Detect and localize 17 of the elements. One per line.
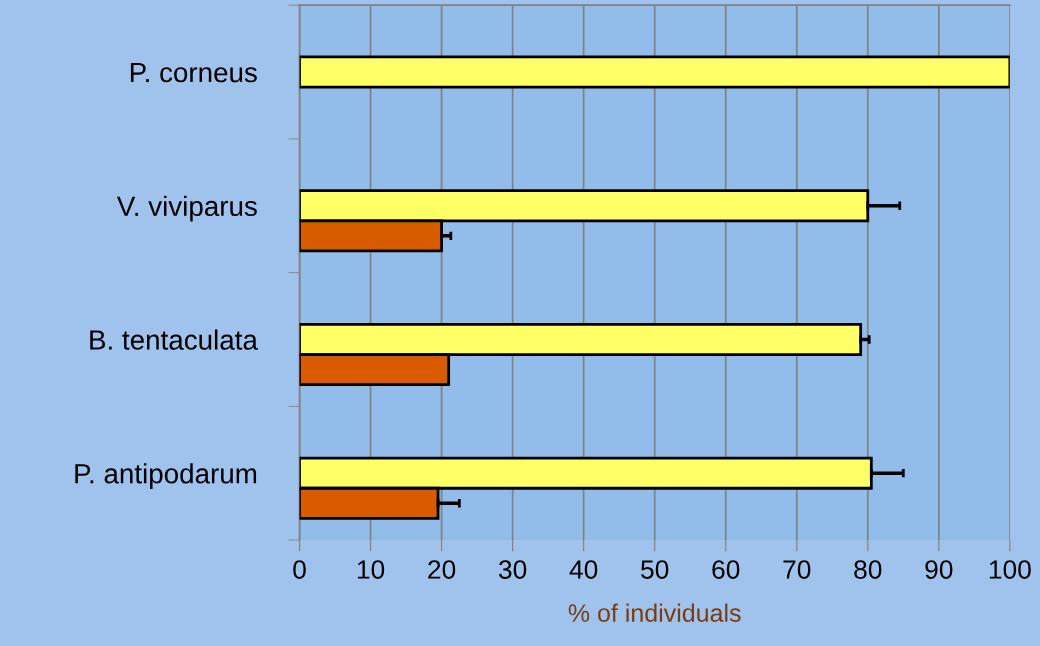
x-tick-label: 20: [428, 560, 456, 579]
x-axis-title: % of individuals: [568, 603, 741, 622]
x-tick-label: 40: [569, 560, 598, 579]
x-tick-label: 60: [712, 560, 740, 579]
y-tick-label: P. corneus: [130, 62, 257, 83]
bar: [299, 55, 1010, 89]
x-tick-label: 50: [641, 560, 669, 579]
y-tick-label: B. tentaculata: [90, 329, 258, 350]
x-tick-label: 90: [925, 560, 953, 579]
x-tick-label: 100: [989, 560, 1031, 579]
y-tick-label: V. viviparus: [116, 195, 257, 222]
x-tick-label: 70: [783, 560, 811, 579]
x-tick-label: 0: [293, 560, 306, 579]
x-tick-label: 80: [854, 560, 882, 579]
x-tick-label: 10: [357, 560, 385, 579]
x-tick-label: 30: [498, 560, 527, 579]
y-tick-label: P. antipodarum: [75, 463, 257, 490]
